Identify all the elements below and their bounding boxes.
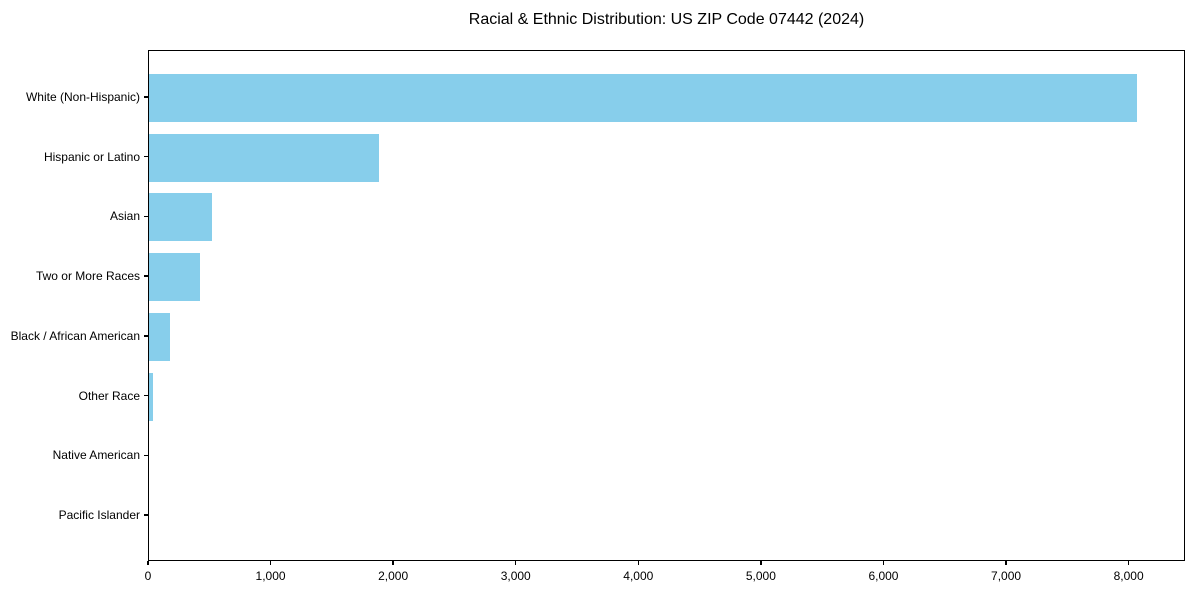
y-tick-label: Black / African American: [10, 328, 140, 343]
x-tick-mark: [269, 561, 272, 565]
y-tick-mark: [144, 454, 148, 457]
x-tick-label: 6,000: [868, 569, 899, 583]
x-tick-label: 0: [144, 569, 152, 583]
x-tick-mark: [392, 561, 394, 565]
y-tick-label: Hispanic or Latino: [43, 149, 140, 164]
bar: [149, 133, 379, 182]
y-tick-mark: [144, 335, 148, 337]
x-tick-label: 5,000: [745, 569, 776, 583]
bar: [149, 372, 153, 421]
y-tick-mark: [144, 394, 148, 397]
y-tick-label: Native American: [52, 448, 140, 463]
x-tick-label: 2,000: [378, 569, 409, 583]
x-tick-label: 3,000: [500, 569, 531, 583]
x-tick-label: 8,000: [1113, 569, 1144, 583]
x-tick-mark: [637, 561, 640, 565]
x-tick-mark: [1127, 561, 1130, 565]
bar: [149, 74, 1137, 122]
y-tick-label: Other Race: [78, 388, 140, 403]
x-tick-mark: [760, 561, 762, 565]
x-tick-mark: [147, 561, 149, 565]
bar: [149, 193, 212, 242]
bar: [149, 312, 170, 361]
x-tick-label: 4,000: [623, 569, 654, 583]
y-tick-mark: [144, 275, 148, 277]
x-tick-mark: [1005, 561, 1007, 565]
y-tick-label: Two or More Races: [35, 269, 140, 284]
chart-title: Racial & Ethnic Distribution: US ZIP Cod…: [468, 11, 865, 28]
y-tick-label: White (Non-Hispanic): [25, 90, 140, 104]
y-tick-mark: [144, 155, 148, 158]
y-tick-label: Pacific Islander: [58, 508, 140, 522]
x-tick-label: 1,000: [255, 569, 286, 583]
bar: [149, 253, 200, 302]
y-tick-mark: [144, 96, 148, 98]
y-tick-label: Asian: [109, 209, 140, 224]
y-tick-mark: [144, 514, 148, 516]
y-tick-mark: [144, 215, 148, 218]
x-tick-mark: [882, 561, 885, 565]
plot-area: [148, 50, 1185, 561]
x-tick-mark: [514, 561, 517, 565]
x-tick-label: 7,000: [991, 569, 1022, 583]
